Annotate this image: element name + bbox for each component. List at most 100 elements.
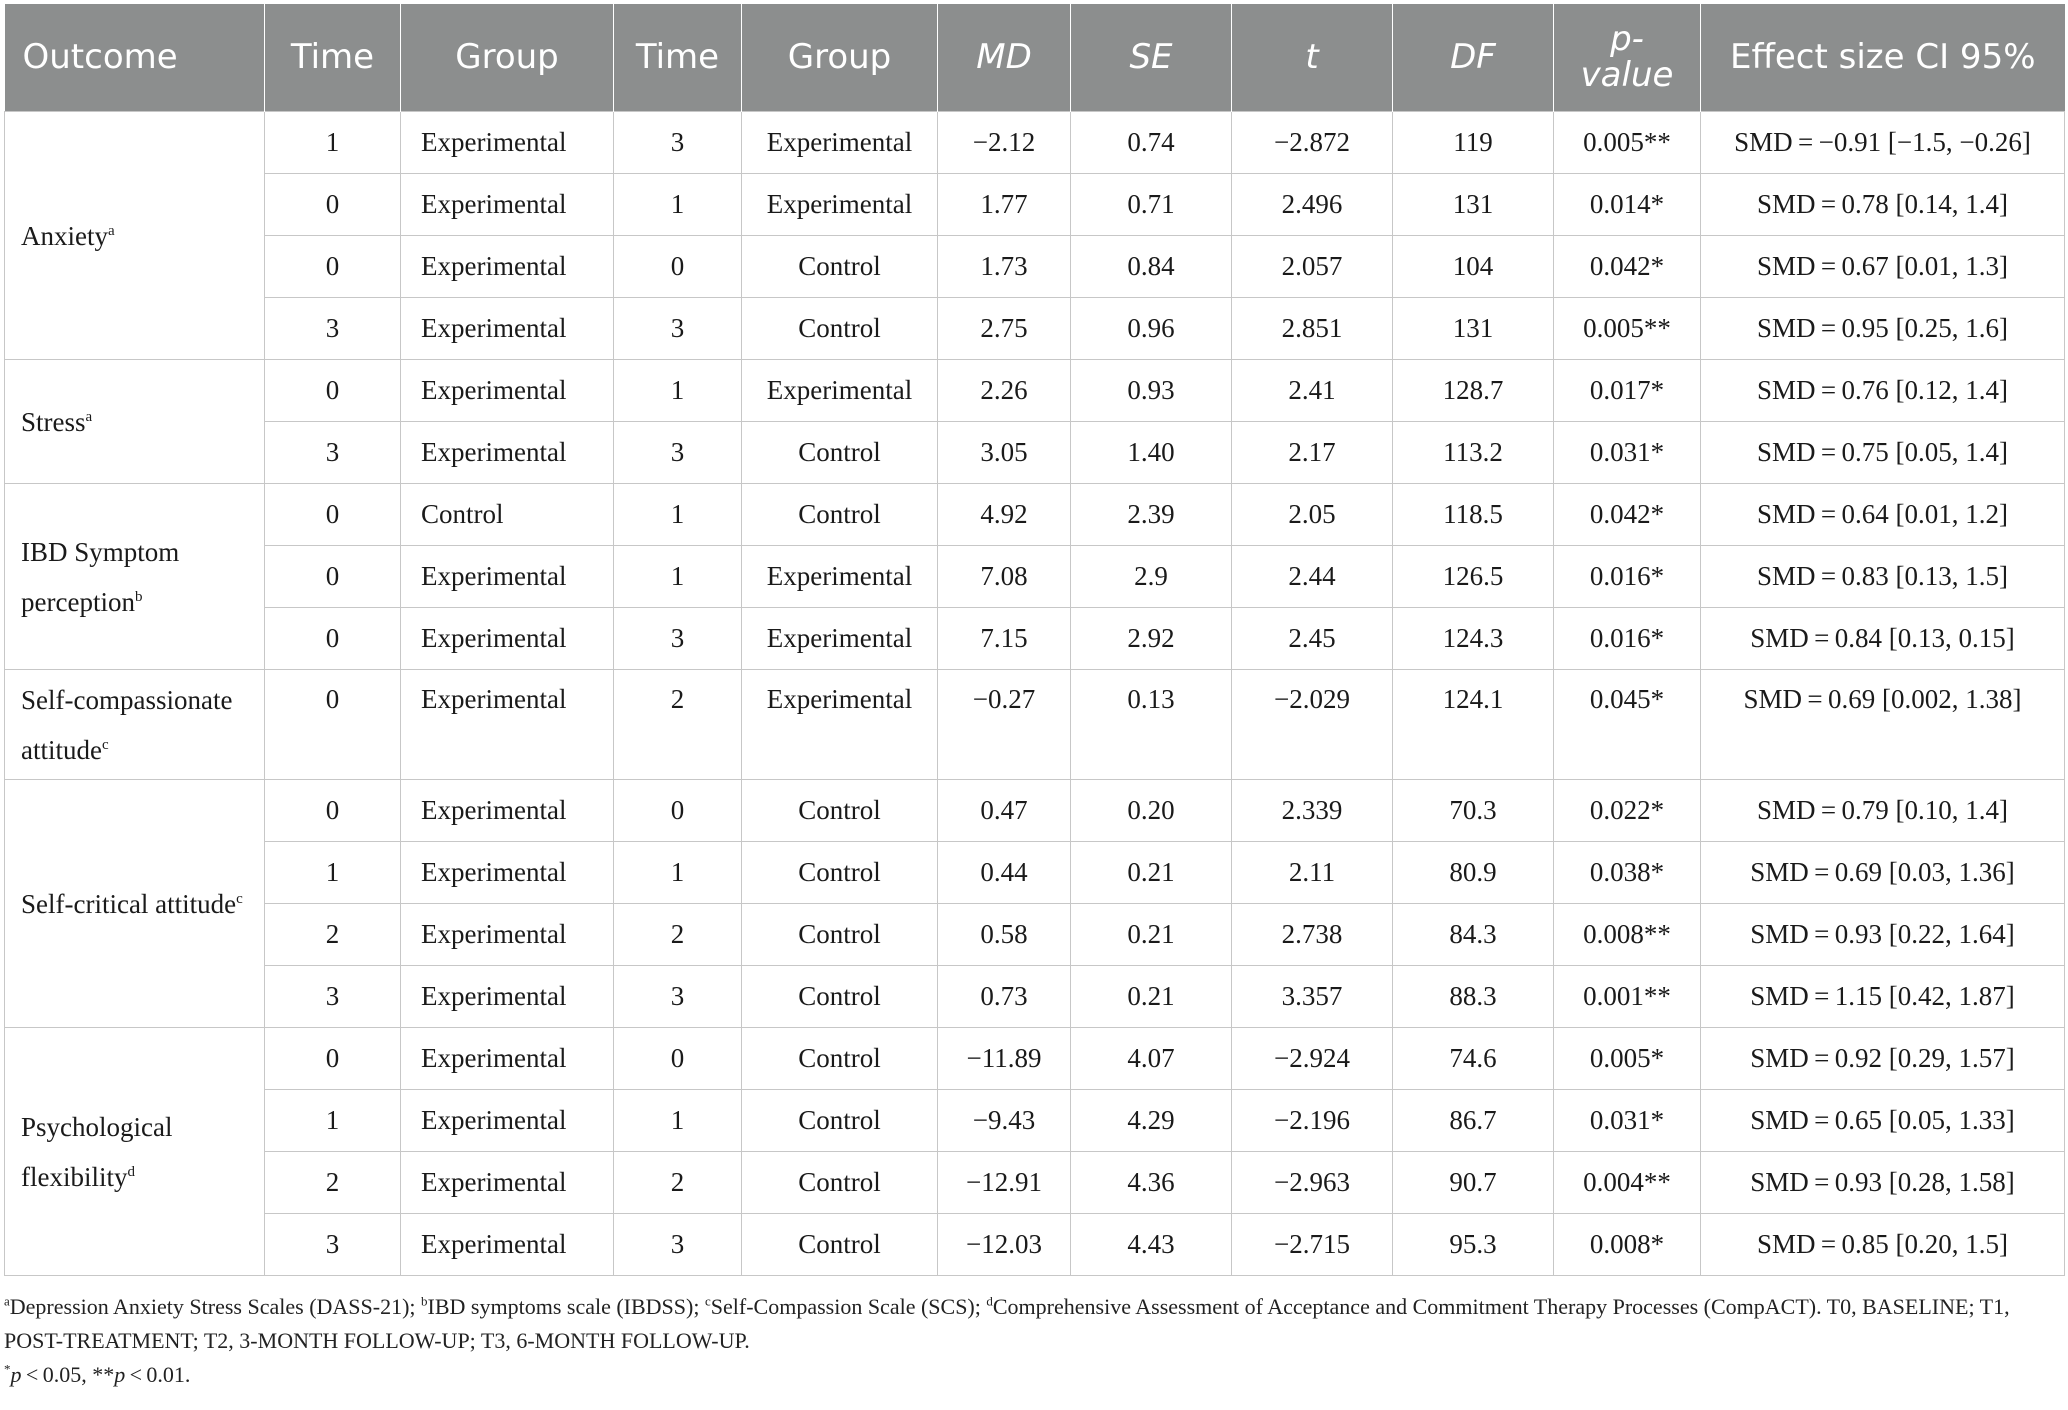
cell-df: 118.5 — [1392, 483, 1554, 546]
cell-group-2: Control — [741, 903, 938, 966]
header-df: DF — [1392, 4, 1554, 112]
cell-time-1: 3 — [264, 297, 401, 360]
cell-time-2: 2 — [613, 903, 742, 966]
cell-p-value: 0.001** — [1553, 965, 1701, 1028]
cell-time-1: 1 — [264, 1089, 401, 1152]
cell-group-1: Experimental — [400, 607, 614, 670]
cell-se: 0.96 — [1070, 297, 1232, 360]
cell-group-1: Experimental — [400, 965, 614, 1028]
cell-effect-size: SMD = 0.69 [0.002, 1.38] — [1700, 669, 2065, 780]
outcome-label: Self-critical attitude — [21, 888, 237, 919]
table-row: 1 Experimental 1 Control 0.44 0.21 2.11 80.9 0.0… — [5, 841, 2065, 904]
cell-effect-size: SMD = 0.93 [0.28, 1.58] — [1700, 1151, 2065, 1214]
cell-t: 2.496 — [1231, 173, 1393, 236]
cell-df: 104 — [1392, 235, 1554, 298]
cell-group-1: Experimental — [400, 111, 614, 174]
table-row: Self-compassionate attitudec 0 Experimenta… — [4, 669, 2065, 780]
cell-effect-size: SMD = 0.75 [0.05, 1.4] — [1700, 421, 2065, 484]
cell-effect-size: SMD = 0.85 [0.20, 1.5] — [1700, 1213, 2065, 1276]
outcome-footnote-marker: d — [127, 1163, 135, 1180]
cell-se: 4.29 — [1070, 1089, 1232, 1152]
cell-t: −2.963 — [1231, 1151, 1393, 1214]
cell-t: −2.196 — [1231, 1089, 1393, 1152]
cell-df: 86.7 — [1392, 1089, 1554, 1152]
outcome-label: Anxiety — [21, 220, 108, 251]
outcome-cell: IBD Symptom perceptionb — [4, 483, 265, 670]
cell-se: 4.43 — [1070, 1213, 1232, 1276]
cell-effect-size: SMD = 0.84 [0.13, 0.15] — [1700, 607, 2065, 670]
cell-md: 2.26 — [937, 359, 1071, 422]
outcome-cell: Psychological flexibilityd — [4, 1027, 265, 1276]
cell-effect-size: SMD = 0.95 [0.25, 1.6] — [1700, 297, 2065, 360]
cell-group-2: Control — [741, 297, 938, 360]
cell-time-2: 0 — [613, 1027, 742, 1090]
cell-p-value: 0.005** — [1553, 297, 1701, 360]
cell-df: 124.3 — [1392, 607, 1554, 670]
cell-group-1: Experimental — [400, 1027, 614, 1090]
cell-effect-size: SMD = 0.69 [0.03, 1.36] — [1700, 841, 2065, 904]
cell-group-1: Experimental — [400, 669, 614, 780]
table-row: IBD Symptom perceptionb 0 Control 1 Control 4… — [4, 483, 2065, 670]
cell-effect-size: SMD = 0.78 [0.14, 1.4] — [1700, 173, 2065, 236]
cell-time-2: 0 — [613, 779, 742, 842]
table-row: Anxietya 1 Experimental 3 Experimental −2.12 0… — [4, 111, 2065, 360]
cell-time-1: 3 — [264, 1213, 401, 1276]
header-group-2: Group — [741, 4, 938, 112]
cell-group-2: Control — [741, 965, 938, 1028]
outcome-label: IBD Symptom perception — [21, 536, 180, 617]
cell-t: 2.851 — [1231, 297, 1393, 360]
table-row: 3 Experimental 3 Control 3.05 1.40 2.17 113.2 0.… — [5, 421, 2065, 484]
cell-time-2: 3 — [613, 607, 742, 670]
cell-group-1: Experimental — [400, 173, 614, 236]
cell-t: 2.738 — [1231, 903, 1393, 966]
cell-time-2: 3 — [613, 1213, 742, 1276]
cell-se: 2.39 — [1070, 483, 1232, 546]
cell-group-1: Experimental — [400, 235, 614, 298]
cell-md: 7.15 — [937, 607, 1071, 670]
cell-group-2: Experimental — [741, 545, 938, 608]
cell-se: 0.21 — [1070, 903, 1232, 966]
cell-se: 4.36 — [1070, 1151, 1232, 1214]
cell-t: −2.029 — [1231, 669, 1393, 780]
header-row: Outcome Time Group Time Group MD SE t DF… — [4, 4, 2065, 112]
cell-time-1: 0 — [264, 235, 401, 298]
cell-df: 131 — [1392, 297, 1554, 360]
cell-group-1: Experimental — [400, 1213, 614, 1276]
header-effect-size: Effect size CI 95% — [1700, 4, 2065, 112]
header-time-1: Time — [264, 4, 401, 112]
cell-df: 131 — [1392, 173, 1554, 236]
cell-md: 0.47 — [937, 779, 1071, 842]
cell-df: 126.5 — [1392, 545, 1554, 608]
header-se: SE — [1070, 4, 1232, 112]
cell-se: 0.71 — [1070, 173, 1232, 236]
cell-effect-size: SMD = 0.79 [0.10, 1.4] — [1700, 779, 2065, 842]
cell-group-1: Experimental — [400, 841, 614, 904]
cell-group-2: Control — [741, 421, 938, 484]
cell-effect-size: SMD = 0.64 [0.01, 1.2] — [1700, 483, 2065, 546]
cell-se: 1.40 — [1070, 421, 1232, 484]
outcome-footnote-marker: c — [236, 890, 243, 907]
table-row: 3 Experimental 3 Control 2.75 0.96 2.851 131 0.0… — [5, 297, 2065, 360]
results-table: Outcome Time Group Time Group MD SE t DF… — [4, 4, 2065, 1276]
cell-md: 7.08 — [937, 545, 1071, 608]
table-row: 2 Experimental 2 Control −12.91 4.36 −2.963 90.… — [5, 1151, 2065, 1214]
cell-time-1: 3 — [264, 965, 401, 1028]
cell-md: −9.43 — [937, 1089, 1071, 1152]
table-row: 0 Experimental 1 Experimental 7.08 2.9 2.44 126… — [5, 545, 2065, 608]
cell-time-1: 0 — [264, 607, 401, 670]
cell-p-value: 0.008* — [1553, 1213, 1701, 1276]
cell-p-value: 0.042* — [1553, 483, 1701, 546]
cell-p-value: 0.022* — [1553, 779, 1701, 842]
cell-time-2: 3 — [613, 297, 742, 360]
cell-md: −11.89 — [937, 1027, 1071, 1090]
cell-time-2: 1 — [613, 173, 742, 236]
cell-t: 2.45 — [1231, 607, 1393, 670]
cell-df: 128.7 — [1392, 359, 1554, 422]
cell-group-1: Experimental — [400, 545, 614, 608]
cell-t: 2.17 — [1231, 421, 1393, 484]
cell-group-1: Experimental — [400, 1151, 614, 1214]
cell-md: 1.73 — [937, 235, 1071, 298]
cell-df: 113.2 — [1392, 421, 1554, 484]
table-row: 2 Experimental 2 Control 0.58 0.21 2.738 84.3 0.… — [5, 903, 2065, 966]
cell-t: −2.715 — [1231, 1213, 1393, 1276]
